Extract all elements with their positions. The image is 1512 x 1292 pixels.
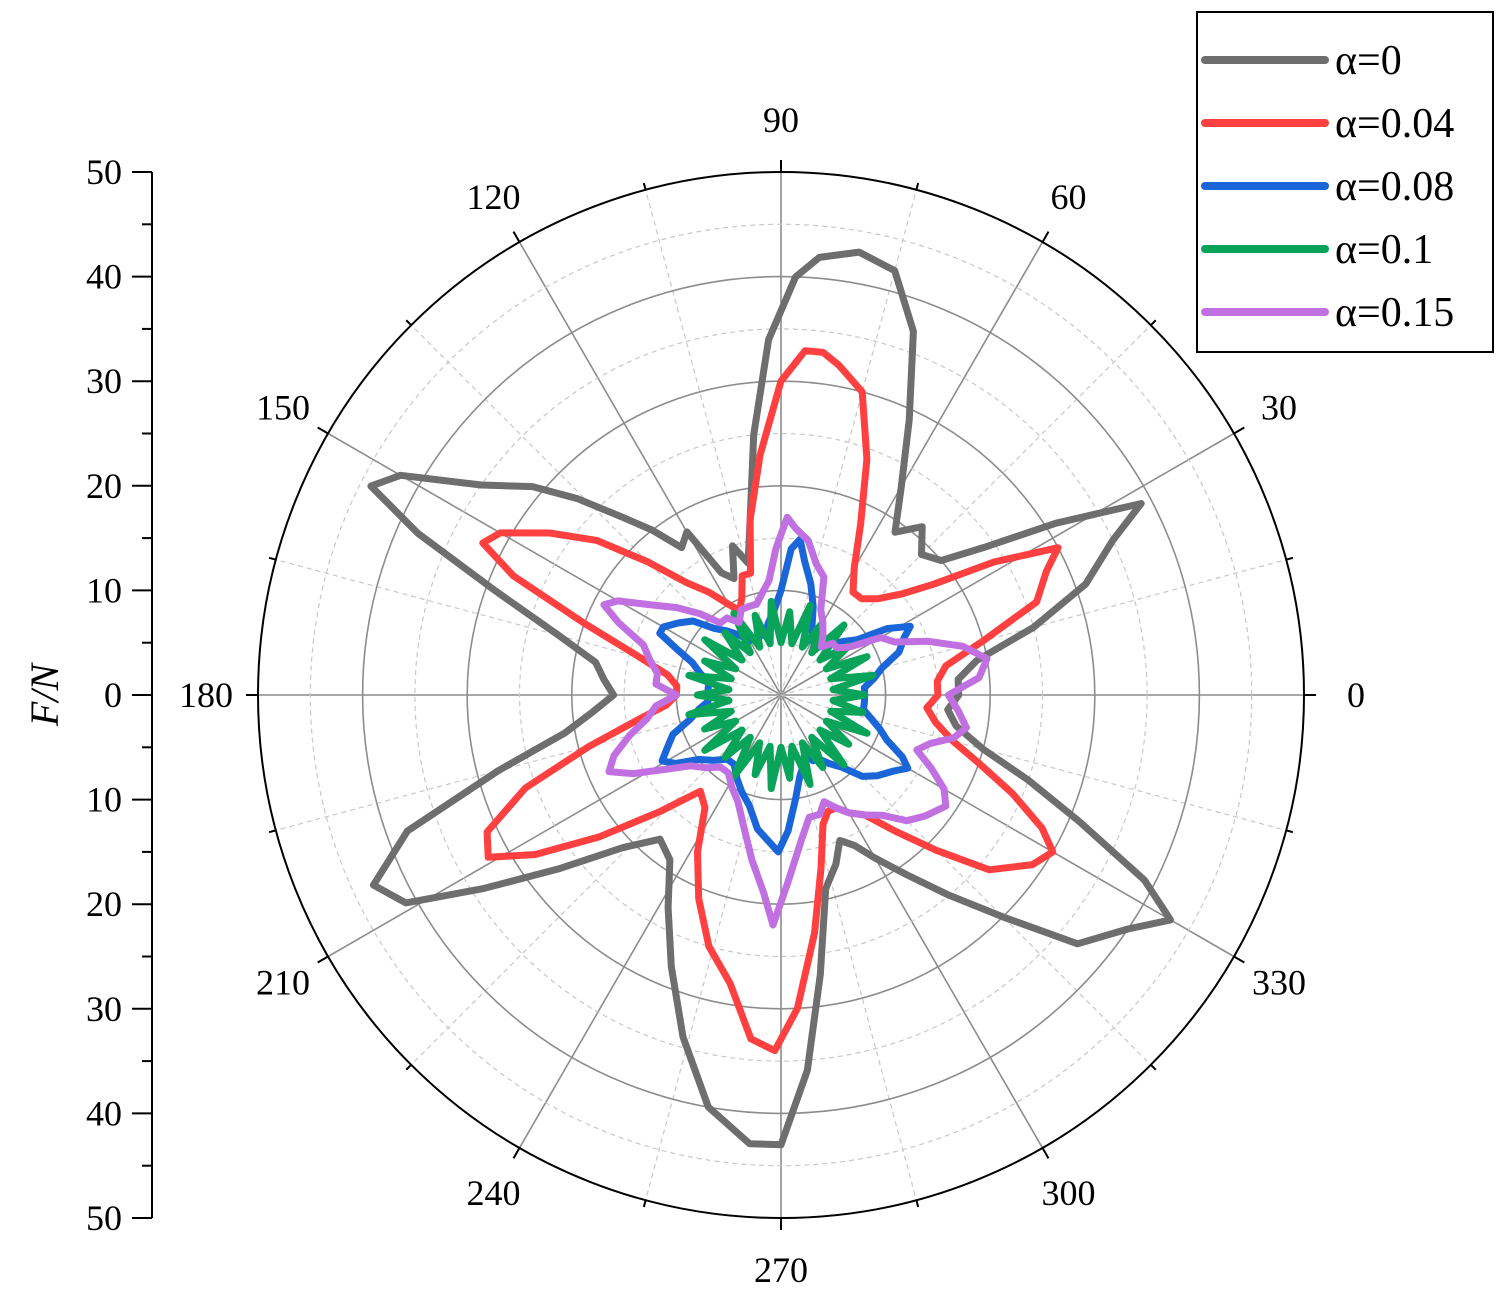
angle-tick-label: 240: [467, 1173, 521, 1213]
angle-tick-mark: [1285, 556, 1294, 561]
angle-tick-mark: [1233, 426, 1245, 435]
series-line-4: [600, 513, 991, 929]
radial-axis-tick-label: 50: [86, 152, 122, 192]
angle-tick-mark: [642, 1199, 647, 1208]
circular-gridline: [361, 275, 1201, 1115]
radial-axis-tick-label: 30: [86, 361, 122, 401]
angle-tick-mark: [405, 1064, 412, 1071]
angle-tick-mark: [317, 426, 329, 435]
radial-axis-tick-label: 30: [86, 989, 122, 1029]
angle-tick-mark: [1285, 829, 1294, 834]
angle-tick-mark: [268, 829, 277, 834]
angle-tick-label: 330: [1252, 963, 1306, 1003]
legend-label-2: α=0.08: [1335, 164, 1454, 210]
radial-axis-tick-label: 10: [86, 780, 122, 820]
angle-tick-mark: [512, 231, 521, 243]
angle-tick-mark: [1150, 1064, 1157, 1071]
radial-axis-tick-label: 20: [86, 884, 122, 924]
radial-axis-tick-label: 40: [86, 257, 122, 297]
angle-tick-mark: [317, 955, 329, 964]
radial-gridline: [780, 694, 1152, 1066]
legend-label-4: α=0.15: [1335, 290, 1454, 336]
angle-tick-marks: [246, 160, 1316, 1230]
radial-gridline: [275, 694, 782, 831]
angle-tick-mark: [1041, 1147, 1050, 1159]
y-axis-label: F/N: [22, 662, 67, 728]
circular-gridline: [309, 223, 1253, 1167]
radial-axis-tick-label: 40: [86, 1093, 122, 1133]
angle-tick-mark: [1041, 231, 1050, 243]
angle-tick-label: 0: [1347, 675, 1365, 715]
angle-tick-labels: 0 30 60 90 120 150 180 210 240 270 300 330: [179, 100, 1365, 1290]
angle-tick-label: 60: [1051, 177, 1087, 217]
angle-tick-mark: [268, 556, 277, 561]
angle-tick-label: 300: [1042, 1173, 1096, 1213]
series-lines: [367, 248, 1174, 1149]
radial-axis-tick-label: 10: [86, 570, 122, 610]
legend-label-3: α=0.1: [1335, 227, 1433, 273]
angle-tick-label: 120: [467, 177, 521, 217]
angle-tick-label: 90: [763, 100, 799, 140]
circular-gridline: [518, 432, 1044, 958]
angle-tick-label: 30: [1261, 388, 1297, 428]
legend-box: [1196, 11, 1494, 353]
radial-axis: 50 40 30 20 10 0 10 20 30 40 50: [86, 152, 153, 1238]
legend-label-0: α=0: [1335, 38, 1402, 84]
series-line-0: [367, 248, 1174, 1149]
angle-tick-label: 270: [754, 1250, 808, 1290]
radial-gridline: [275, 559, 782, 696]
circular-gridline: [414, 328, 1148, 1062]
legend-label-1: α=0.04: [1335, 101, 1454, 147]
angle-tick-label: 150: [256, 388, 310, 428]
legend: α=0 α=0.04 α=0.08 α=0.1 α=0.15: [1196, 11, 1494, 353]
angle-tick-mark: [512, 1147, 521, 1159]
radial-gridline: [780, 324, 1152, 696]
angle-tick-mark: [1150, 319, 1157, 326]
radial-axis-tick-label: 50: [86, 1198, 122, 1238]
angle-tick-mark: [915, 182, 920, 191]
angle-tick-mark: [642, 182, 647, 191]
angle-tick-label: 210: [256, 963, 310, 1003]
angle-tick-mark: [1233, 955, 1245, 964]
angle-tick-mark: [915, 1199, 920, 1208]
radial-axis-tick-label: 0: [104, 675, 122, 715]
radial-gridline: [780, 694, 1287, 831]
angle-tick-mark: [405, 319, 412, 326]
angle-tick-label: 180: [179, 675, 233, 715]
radial-axis-tick-label: 20: [86, 466, 122, 506]
